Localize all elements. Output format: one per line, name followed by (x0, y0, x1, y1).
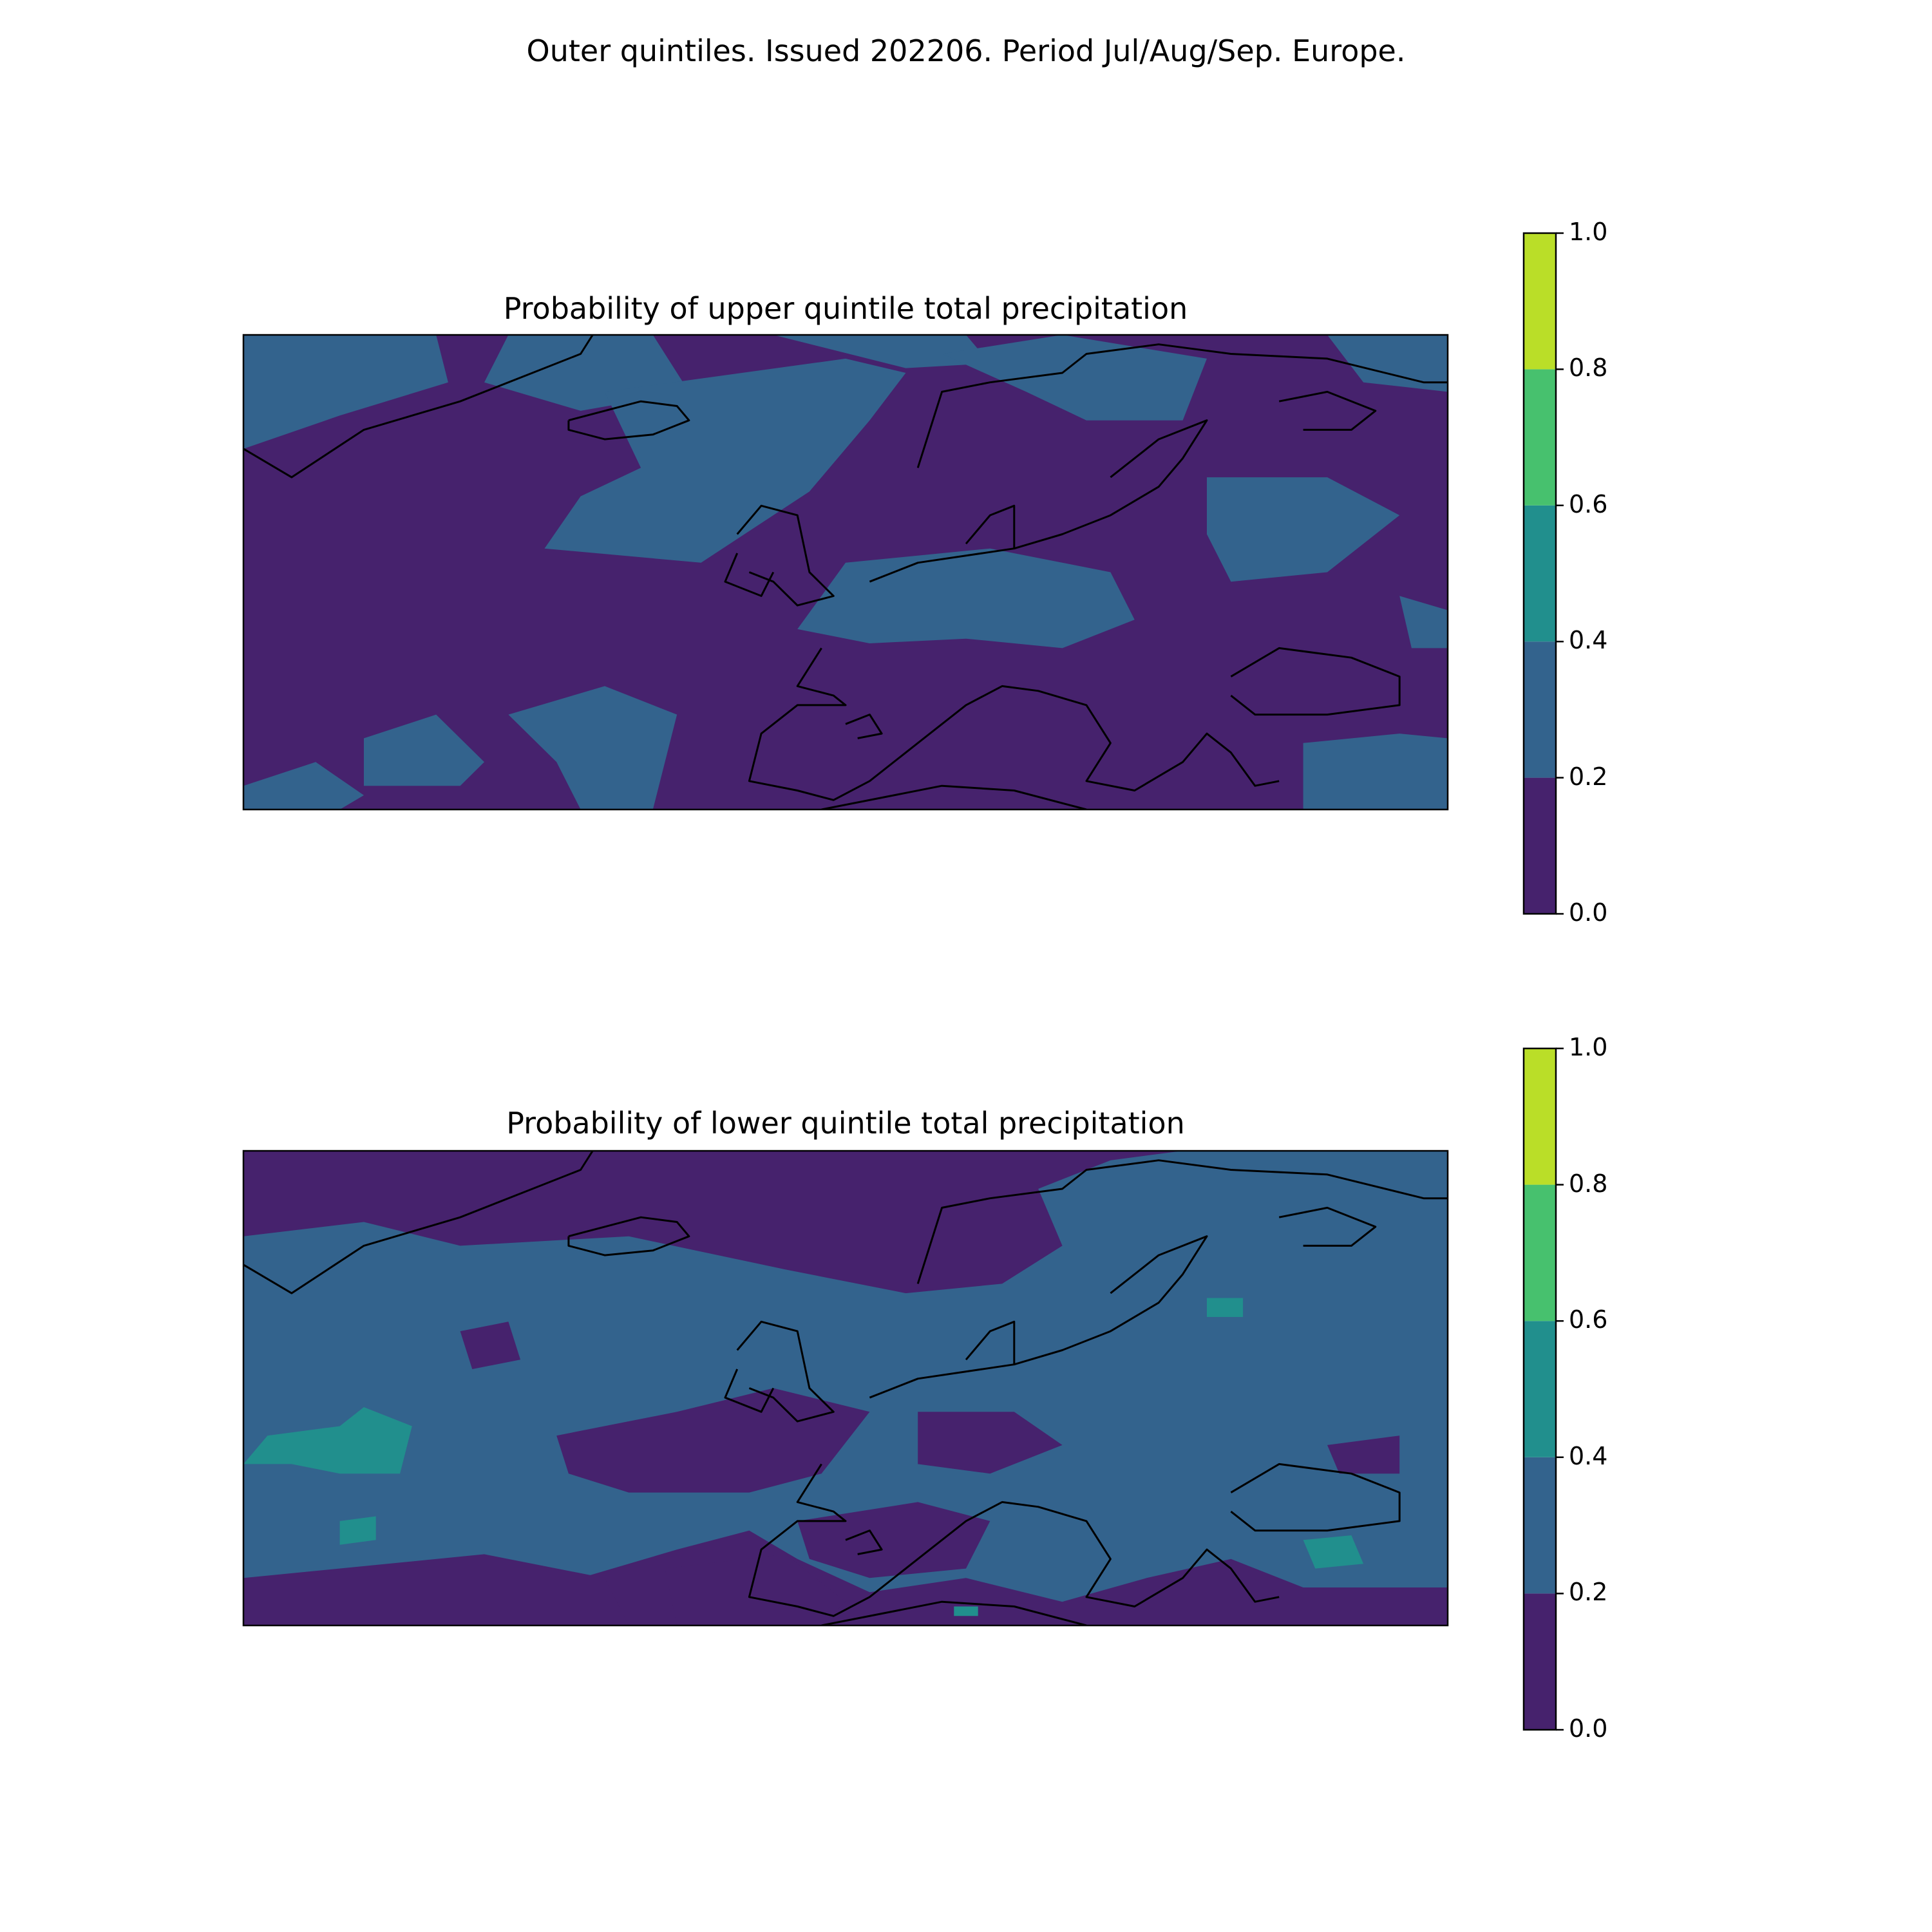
field-bin-0.4-0.6 (1303, 1535, 1364, 1569)
colorbar-tick-label: 0.4 (1569, 626, 1608, 655)
field-bin-0.2-0.4 (773, 335, 990, 368)
field-bin-0.2-0.4 (243, 335, 448, 449)
colorbar-frame (1522, 1047, 1557, 1731)
field-bin-0.2-0.4 (1303, 734, 1448, 810)
field-bin-0.4-0.6 (339, 1516, 376, 1545)
coastline (1278, 390, 1377, 431)
colorbar-segment (1524, 777, 1556, 914)
colorbar-segment (1524, 233, 1556, 370)
colorbar-segment (1524, 1593, 1556, 1730)
field-bin-0-0.2 (460, 1321, 521, 1369)
colorbar-segment (1524, 641, 1556, 778)
coastline (869, 504, 1016, 583)
colorbar-segment (1524, 1457, 1556, 1594)
field-bin-0.2-0.4 (508, 686, 677, 810)
coastline (821, 784, 1087, 810)
colorbar-tick-label: 0.0 (1569, 898, 1608, 927)
map-frame (242, 1150, 1449, 1627)
coastline (869, 1320, 1016, 1399)
coastline (243, 335, 594, 478)
coastline (724, 553, 775, 597)
colorbar-tick-label: 0.0 (1569, 1714, 1608, 1743)
field-bin-0.2-0.4 (797, 548, 1135, 649)
coastline (748, 1463, 1280, 1617)
colorbar-tick-label: 0.8 (1569, 1169, 1608, 1198)
colorbar-tick-label: 0.2 (1569, 1578, 1608, 1607)
colorbar-segment (1524, 505, 1556, 642)
coastline (1230, 647, 1401, 716)
colorbar-tick-label: 0.6 (1569, 489, 1608, 518)
field-bin-0.2-0.4 (243, 762, 364, 810)
field-bin-0.4-0.6 (243, 1407, 412, 1474)
colorbar-segment (1524, 369, 1556, 506)
coastline (1230, 1463, 1401, 1532)
field-bin-0-0.2 (243, 1554, 629, 1625)
coastline (916, 343, 1448, 468)
colorbar-upper (1522, 232, 1564, 915)
colorbar-segment (1524, 1184, 1556, 1321)
coastline (243, 1151, 594, 1294)
map-frame (242, 334, 1449, 811)
coastline (724, 1368, 775, 1413)
coastline (1014, 419, 1208, 550)
map-lower-quintile (242, 1150, 1449, 1627)
field-bin-0.4-0.6 (954, 1606, 978, 1616)
field-bin-0.2-0.4 (364, 714, 484, 786)
field-bin-0.2-0.4 (1399, 596, 1448, 649)
field-bin-0.2-0.4 (544, 358, 906, 563)
colorbar-tick-label: 0.2 (1569, 762, 1608, 791)
coastline (916, 1159, 1448, 1284)
coastline (1014, 1235, 1208, 1366)
coastline (567, 1216, 690, 1256)
coastline (736, 504, 835, 607)
coastline (1278, 1206, 1377, 1247)
colorbar-tick-label: 1.0 (1569, 1033, 1608, 1061)
coastline (821, 1600, 1087, 1625)
colorbar-tick-label: 0.8 (1569, 354, 1608, 383)
colorbar-tick-label: 0.6 (1569, 1305, 1608, 1334)
colorbar-lower (1522, 1047, 1564, 1731)
coastline (567, 400, 690, 440)
colorbar-segment (1524, 1048, 1556, 1185)
panel-title-lower: Probability of lower quintile total prec… (506, 1106, 1185, 1141)
coastline (748, 647, 1280, 801)
field-bin-0-0.2 (918, 1412, 1063, 1474)
coastline (845, 714, 883, 739)
coastline (736, 1320, 835, 1423)
field-bin-0-0.2 (1327, 1435, 1400, 1474)
field-bin-0.2-0.4 (1327, 335, 1448, 392)
colorbar-tick-label: 0.4 (1569, 1441, 1608, 1470)
field-bin-0.4-0.6 (1207, 1298, 1244, 1317)
field-bin-0.2-0.4 (942, 335, 1207, 421)
panel-title-upper: Probability of upper quintile total prec… (503, 291, 1188, 326)
coastline (845, 1530, 883, 1555)
figure-suptitle: Outer quintiles. Issued 202206. Period J… (526, 33, 1406, 68)
colorbar-segment (1524, 1321, 1556, 1457)
map-upper-quintile (242, 334, 1449, 811)
colorbar-frame (1522, 232, 1557, 915)
field-bin-0.2-0.4 (1207, 477, 1400, 582)
colorbar-tick-label: 1.0 (1569, 218, 1608, 246)
